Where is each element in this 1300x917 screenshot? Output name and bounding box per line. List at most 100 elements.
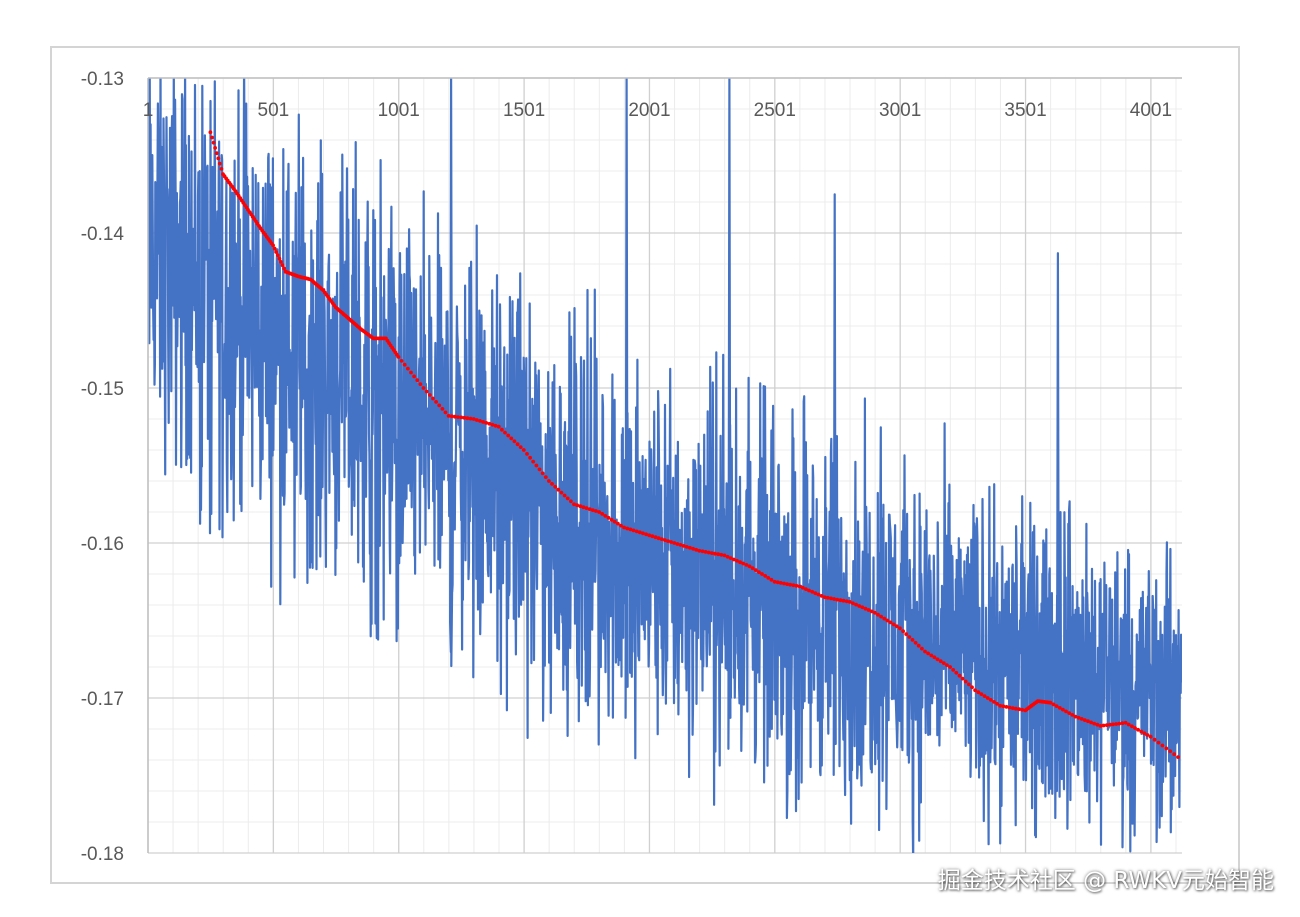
- red-series-point: [703, 550, 708, 554]
- red-series-point: [951, 668, 956, 672]
- red-series-point: [272, 246, 277, 251]
- red-series-point: [800, 585, 805, 590]
- red-series-point: [553, 484, 558, 489]
- red-series-point: [282, 266, 286, 271]
- x-tick-label: 501: [258, 100, 290, 121]
- red-series-point: [547, 479, 551, 483]
- red-series-point: [725, 554, 730, 559]
- red-series-point: [706, 550, 711, 555]
- red-series-point: [406, 366, 410, 371]
- red-series-point: [528, 455, 532, 460]
- red-series-point: [446, 414, 451, 418]
- red-series-point: [684, 545, 689, 549]
- red-series-point: [402, 362, 407, 367]
- red-series-point: [932, 655, 937, 660]
- red-series-point: [1114, 722, 1119, 726]
- red-series-point: [468, 416, 473, 421]
- red-series-point: [816, 592, 821, 597]
- red-series-point: [534, 463, 539, 468]
- red-series-point: [471, 417, 476, 421]
- red-series-point: [669, 540, 673, 544]
- red-series-point: [894, 624, 899, 629]
- red-series-point: [1168, 749, 1173, 754]
- red-series-point: [785, 582, 789, 586]
- red-series-point: [424, 389, 429, 394]
- red-series-point: [769, 577, 774, 582]
- red-series-point: [465, 416, 470, 421]
- red-series-point: [672, 541, 677, 545]
- red-series-point: [628, 527, 633, 532]
- red-series-point: [1126, 722, 1131, 727]
- red-series-point: [1160, 743, 1165, 748]
- red-series-point: [600, 512, 605, 516]
- red-series-point: [973, 688, 977, 693]
- red-series-point: [728, 556, 733, 560]
- red-series-point: [653, 535, 658, 540]
- red-series-point: [434, 400, 438, 404]
- red-series-point: [835, 597, 840, 602]
- red-series-point: [1057, 706, 1062, 710]
- red-series-point: [594, 509, 598, 513]
- red-series-point: [1111, 722, 1115, 727]
- red-series-point: [525, 452, 529, 456]
- red-series-point: [1007, 705, 1012, 710]
- red-series-point: [1092, 721, 1097, 726]
- red-series-point: [869, 609, 874, 614]
- red-series-point: [822, 595, 827, 600]
- red-series-point: [616, 521, 620, 526]
- x-tick-label: 2501: [754, 100, 796, 121]
- red-series-point: [753, 568, 758, 572]
- red-series-point: [1172, 752, 1177, 757]
- red-series-point: [825, 595, 830, 600]
- red-series-point: [478, 419, 482, 423]
- y-tick-label: -0.16: [81, 534, 124, 555]
- red-series-point: [713, 551, 717, 556]
- red-series-point: [982, 694, 987, 698]
- red-series-point: [992, 700, 996, 704]
- red-series-point: [675, 542, 680, 546]
- red-series-point: [427, 393, 432, 397]
- red-series-point: [415, 378, 420, 383]
- red-series-point: [1001, 704, 1006, 709]
- red-series-point: [794, 583, 799, 588]
- red-series-point: [1142, 731, 1147, 736]
- red-series-point: [960, 676, 965, 681]
- red-series-point: [1136, 727, 1140, 732]
- red-series-point: [622, 525, 626, 530]
- red-series-point: [1086, 719, 1090, 724]
- red-series-point: [913, 640, 918, 645]
- red-series-point: [484, 421, 489, 425]
- red-series-point: [716, 552, 721, 557]
- red-series-point: [731, 557, 736, 562]
- red-series-point: [1108, 722, 1112, 727]
- red-series-point: [1010, 706, 1015, 710]
- red-series-point: [691, 546, 695, 551]
- red-series-point: [763, 574, 768, 578]
- red-series-point: [860, 605, 865, 610]
- red-series-point: [1104, 723, 1109, 727]
- red-series-point: [509, 436, 514, 441]
- red-series-point: [988, 698, 993, 702]
- red-series-point: [1076, 715, 1081, 720]
- red-series-point: [1014, 706, 1018, 711]
- red-series-point: [606, 515, 611, 520]
- red-series-point: [1082, 718, 1087, 722]
- red-series-point: [923, 649, 927, 654]
- red-series-point: [700, 549, 705, 554]
- red-series-point: [587, 507, 592, 511]
- y-tick-label: -0.17: [81, 689, 124, 710]
- red-series-point: [741, 561, 746, 566]
- x-tick-label: 4001: [1130, 100, 1172, 121]
- red-series-point: [440, 407, 445, 411]
- red-series-point: [1061, 707, 1065, 712]
- red-series-point: [1073, 714, 1078, 719]
- red-series-point: [214, 151, 219, 156]
- red-series-point: [957, 673, 962, 678]
- red-series-point: [496, 424, 501, 429]
- red-series-point: [1004, 705, 1009, 709]
- red-series-point: [747, 564, 752, 569]
- x-tick-label: 3001: [879, 100, 921, 121]
- red-series-point: [841, 598, 846, 603]
- red-series-point: [738, 560, 742, 565]
- red-series-point: [851, 601, 855, 606]
